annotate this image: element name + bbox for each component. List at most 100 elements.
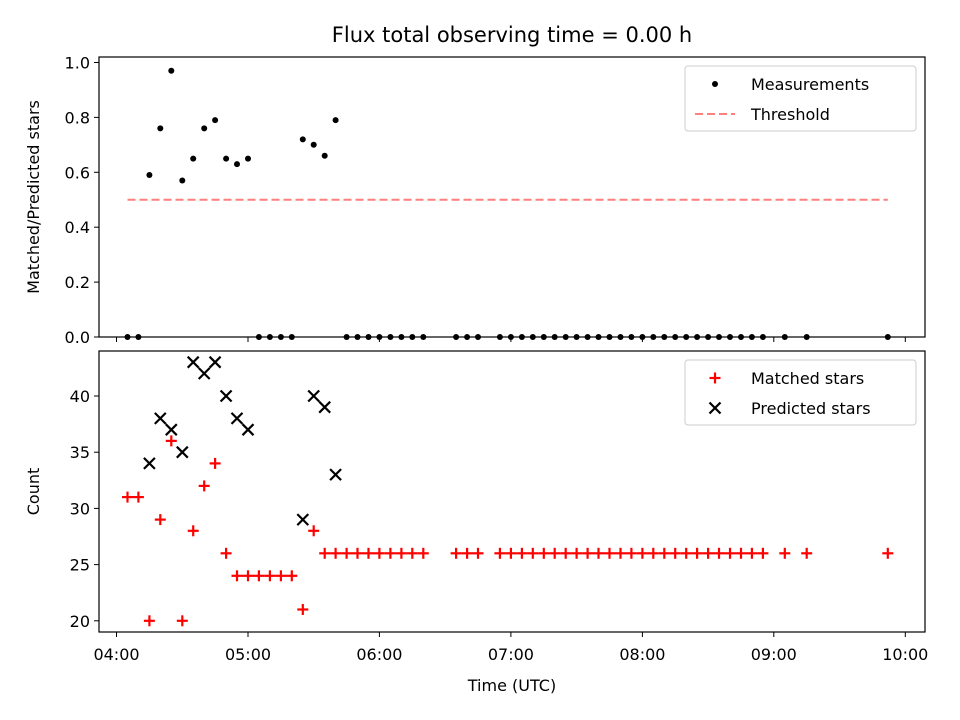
predicted-star-marker: [165, 423, 178, 436]
x-tick-label: 04:00: [93, 645, 139, 664]
matched-star-marker: [417, 547, 429, 559]
measurement-point: [694, 334, 701, 340]
matched-star-marker: [187, 525, 199, 537]
measurement-point: [190, 155, 197, 162]
measurement-point: [628, 334, 635, 340]
matched-star-marker: [647, 547, 659, 559]
matched-star-marker: [330, 547, 342, 559]
matched-star-marker: [746, 547, 758, 559]
matched-star-marker: [669, 547, 681, 559]
matched-star-marker: [275, 570, 287, 582]
matched-star-marker: [625, 547, 637, 559]
measurement-point: [661, 334, 668, 340]
measurement-point: [803, 334, 810, 340]
x-tick-label: 06:00: [356, 645, 402, 664]
measurement-point: [146, 172, 153, 178]
measurement-point: [310, 141, 317, 148]
measurement-point: [255, 334, 262, 340]
predicted-star-marker: [307, 389, 320, 403]
matched-star-marker: [702, 547, 714, 559]
x-tick-label: 10:00: [882, 645, 928, 664]
predicted-marker-b: [176, 445, 189, 459]
measurement-point: [496, 334, 503, 340]
y-tick-label: 0.8: [65, 108, 90, 127]
predicted-star-marker: [176, 445, 189, 459]
predicted-marker-b: [296, 513, 310, 526]
legend-box: [684, 65, 917, 132]
measurement-point: [376, 334, 383, 340]
measurement-point: [409, 334, 416, 340]
predicted-star-marker: [296, 513, 310, 526]
measurement-point: [759, 334, 766, 340]
measurement-point: [245, 155, 251, 162]
matched-star-marker: [549, 547, 561, 559]
matched-star-marker: [882, 547, 894, 559]
matched-star-marker: [373, 547, 385, 559]
measurement-point: [727, 334, 733, 340]
legend-marker-b: [708, 401, 722, 415]
predicted-marker-b: [186, 355, 200, 369]
measurement-point: [212, 117, 219, 124]
measurement-point: [595, 334, 602, 340]
measurement-point: [716, 334, 722, 340]
x-tick-label: 08:00: [619, 645, 665, 664]
matched-star-marker: [735, 547, 747, 559]
measurement-point: [475, 334, 481, 340]
matched-star-marker: [516, 547, 528, 559]
matched-star-marker: [286, 570, 298, 582]
matched-star-marker: [604, 547, 615, 559]
measurement-point: [124, 334, 131, 340]
measurement-point: [562, 334, 569, 340]
predicted-star-marker: [241, 423, 255, 436]
legend-box: [684, 359, 917, 426]
predicted-star-marker: [318, 400, 331, 414]
y-tick-label: 35: [70, 443, 90, 462]
measurement-point: [464, 334, 471, 340]
matched-star-marker: [571, 547, 583, 559]
matched-star-marker: [242, 570, 254, 582]
measurement-point: [748, 334, 755, 340]
measurement-point: [201, 125, 208, 132]
y-tick-label: 30: [70, 499, 90, 518]
predicted-marker-b: [208, 355, 222, 369]
legend-marker-predicted: [708, 401, 722, 415]
predicted-marker-b: [197, 367, 211, 380]
matched-star-marker: [472, 547, 484, 559]
y-tick-label: 0.2: [65, 273, 90, 292]
measurement-point: [288, 334, 295, 340]
measurement-point: [672, 334, 679, 340]
measurement-point: [781, 334, 788, 340]
measurement-point: [540, 334, 547, 340]
matched-star-marker: [593, 547, 604, 559]
matched-star-marker: [461, 547, 473, 559]
predicted-marker-b: [329, 468, 342, 481]
matched-star-marker: [680, 547, 692, 559]
matched-star-marker: [582, 547, 594, 559]
measurement-point: [234, 161, 240, 168]
predicted-marker-b: [307, 389, 320, 403]
measurement-point: [354, 334, 361, 340]
measurement-point: [321, 152, 328, 159]
measurement-point: [650, 334, 657, 340]
y-tick-label: 0.6: [65, 163, 90, 182]
predicted-star-marker: [186, 355, 200, 369]
measurement-point: [277, 334, 284, 340]
matched-star-marker: [658, 547, 670, 559]
matched-star-marker: [198, 480, 210, 492]
matched-star-marker: [615, 547, 626, 559]
measurement-point: [135, 334, 142, 340]
predicted-star-marker: [230, 412, 244, 425]
measurement-point: [518, 334, 525, 340]
measurement-point: [420, 334, 427, 340]
matched-star-marker: [636, 547, 648, 559]
measurement-point: [223, 155, 230, 162]
matched-star-marker: [713, 547, 725, 559]
matched-star-marker: [384, 547, 396, 559]
predicted-marker-b: [318, 400, 331, 414]
measurement-point: [343, 334, 350, 340]
predicted-marker-b: [219, 389, 233, 403]
legend-label: Predicted stars: [751, 399, 871, 418]
measurement-point: [738, 334, 744, 340]
measurement-point: [683, 334, 690, 340]
